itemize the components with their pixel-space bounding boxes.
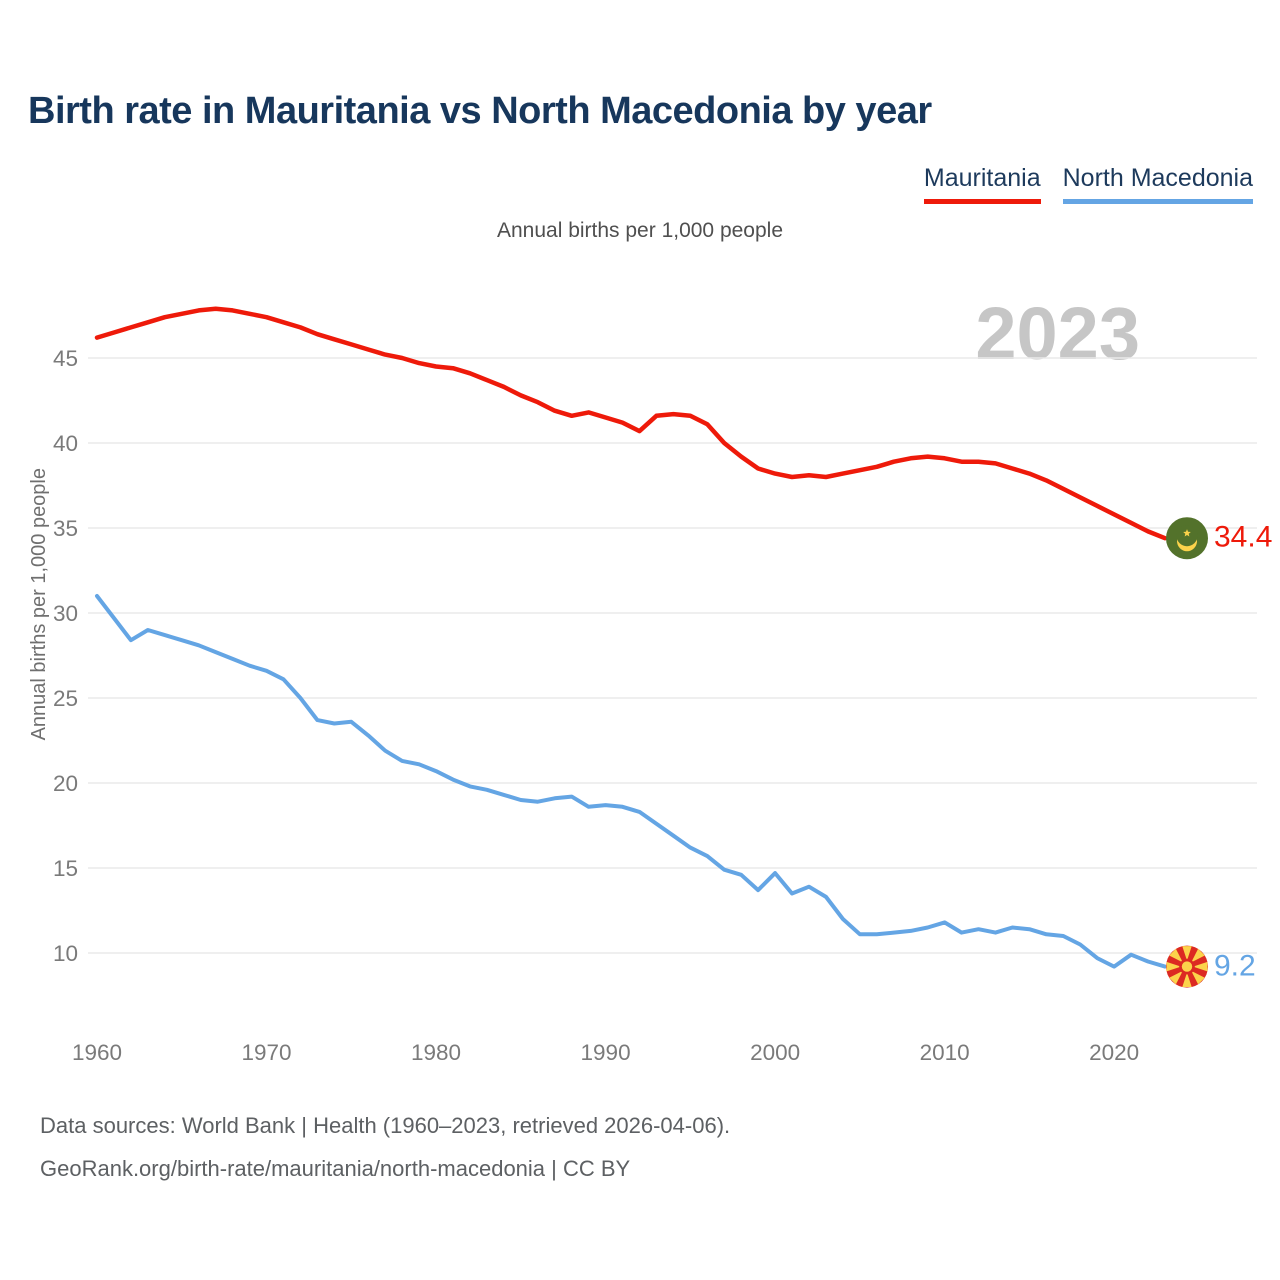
north-macedonia-flag-icon	[1166, 945, 1208, 988]
x-tick-label: 2020	[1089, 1040, 1139, 1065]
x-tick-label: 2000	[750, 1040, 800, 1065]
legend-item-north-macedonia[interactable]: North Macedonia	[1062, 164, 1253, 204]
y-tick-label: 35	[53, 516, 78, 541]
y-tick-label: 25	[53, 686, 78, 711]
mauritania-end-value: 34.4	[1214, 520, 1273, 554]
legend: Mauritania North Macedonia	[923, 164, 1253, 204]
footer-attribution: GeoRank.org/birth-rate/mauritania/north-…	[40, 1156, 631, 1181]
y-tick-label: 10	[53, 941, 78, 966]
x-tick-label: 1990	[581, 1040, 631, 1065]
y-tick-label: 20	[53, 771, 78, 796]
series-line-north-macedonia	[95, 594, 1167, 969]
x-tick-label: 1960	[72, 1040, 122, 1065]
y-tick-label: 15	[53, 856, 78, 881]
chart-subtitle: Annual births per 1,000 people	[496, 219, 784, 242]
x-tick-label: 2010	[920, 1040, 970, 1065]
page-title: Birth rate in Mauritania vs North Macedo…	[28, 90, 932, 132]
x-tick-label: 1980	[411, 1040, 461, 1065]
mauritania-flag-icon	[1166, 517, 1208, 560]
y-tick-label: 30	[53, 601, 78, 626]
x-tick-label: 1970	[241, 1040, 291, 1065]
north-macedonia-end-value: 9.2	[1214, 949, 1256, 983]
legend-item-mauritania[interactable]: Mauritania	[923, 164, 1041, 204]
y-tick-label: 40	[53, 431, 78, 456]
chart-footer: Data sources: World Bank | Health (1960–…	[40, 1104, 730, 1190]
footer-sources: Data sources: World Bank | Health (1960–…	[40, 1113, 731, 1138]
series-line-mauritania	[94, 306, 1168, 541]
y-tick-label: 45	[53, 346, 78, 371]
